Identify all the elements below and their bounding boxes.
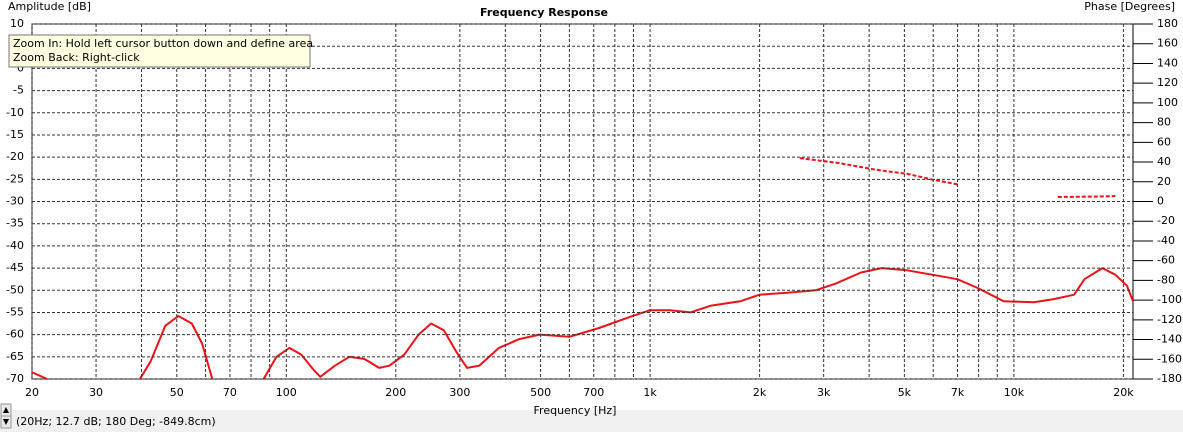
- y2-tick-label: 80: [1157, 116, 1171, 129]
- down-arrow: [3, 419, 9, 425]
- y-tick-label: -50: [6, 283, 24, 296]
- y-tick-label: -60: [6, 328, 24, 341]
- x-tick-label: 70: [223, 386, 237, 399]
- y2-tick-label: 160: [1157, 37, 1178, 50]
- tooltip-box: [8, 34, 311, 68]
- y2-tick-label: -160: [1157, 352, 1182, 365]
- x-tick-label: 50: [170, 386, 184, 399]
- y-tick-label: 10: [10, 17, 24, 30]
- x-tick-label: 300: [449, 386, 470, 399]
- y-tick-label: -30: [6, 195, 24, 208]
- y-tick-label: -5: [13, 84, 24, 97]
- series-line: [799, 157, 1116, 198]
- y2-axis-label: Phase [Degrees]: [1084, 0, 1175, 13]
- x-tick-label: 700: [583, 386, 604, 399]
- y-tick-label: -70: [6, 372, 24, 385]
- status-bar: [0, 410, 1183, 432]
- y-tick-label: -55: [6, 305, 24, 318]
- y-tick-label: -35: [6, 217, 24, 230]
- tooltip: Zoom In: Hold left cursor button down an…: [8, 34, 313, 68]
- x-tick-label: 2k: [753, 386, 767, 399]
- y2-tick-label: -100: [1157, 293, 1182, 306]
- y2-tick-label: 60: [1157, 135, 1171, 148]
- y-tick-label: -25: [6, 172, 24, 185]
- y2-tick-label: -40: [1157, 234, 1175, 247]
- y-tick-label: -45: [6, 261, 24, 274]
- x-tick-label: 30: [89, 386, 103, 399]
- y2-tick-label: 140: [1157, 56, 1178, 69]
- x-tick-label: 200: [385, 386, 406, 399]
- x-tick-label: 20k: [1113, 386, 1134, 399]
- y-tick-label: 0: [17, 61, 24, 74]
- x-tick-label: 10k: [1004, 386, 1025, 399]
- y2-tick-label: -60: [1157, 254, 1175, 267]
- scroll-arrows[interactable]: [0, 403, 12, 429]
- x-tick-label: 20: [25, 386, 39, 399]
- y-tick-label: -65: [6, 350, 24, 363]
- y-tick-label: -10: [6, 106, 24, 119]
- x-tick-label: 3k: [817, 386, 831, 399]
- chart-title: Frequency Response: [480, 6, 608, 19]
- y-tick-label: -15: [6, 128, 24, 141]
- y-tick-label: -20: [6, 150, 24, 163]
- y2-tick-label: 180: [1157, 17, 1178, 30]
- y2-tick-label: 40: [1157, 155, 1171, 168]
- y2-tick-label: -140: [1157, 333, 1182, 346]
- status-text: (20Hz; 12.7 dB; 180 Deg; -849.8cm): [16, 415, 216, 428]
- y2-tick-label: 0: [1157, 195, 1164, 208]
- tooltip-line: Zoom Back: Right-click: [13, 51, 140, 64]
- x-tick-label: 100: [276, 386, 297, 399]
- tooltip-line: Zoom In: Hold left cursor button down an…: [13, 37, 313, 50]
- x-tick-label: 500: [530, 386, 551, 399]
- x-tick-label: 5k: [898, 386, 912, 399]
- y2-tick-label: 120: [1157, 76, 1178, 89]
- series-line: [32, 267, 1133, 379]
- y-axis-label: Amplitude [dB]: [8, 0, 91, 13]
- y2-tick-label: -120: [1157, 313, 1182, 326]
- y2-tick-label: 20: [1157, 175, 1171, 188]
- y-tick-label: -40: [6, 239, 24, 252]
- y2-tick-label: 100: [1157, 96, 1178, 109]
- x-tick-label: 7k: [951, 386, 965, 399]
- y2-tick-label: -80: [1157, 273, 1175, 286]
- y2-tick-label: -20: [1157, 214, 1175, 227]
- x-axis-label: Frequency [Hz]: [534, 404, 617, 417]
- x-tick-label: 1k: [643, 386, 657, 399]
- y2-tick-label: -180: [1157, 372, 1182, 385]
- up-arrow: [3, 407, 9, 413]
- curves: [32, 157, 1133, 379]
